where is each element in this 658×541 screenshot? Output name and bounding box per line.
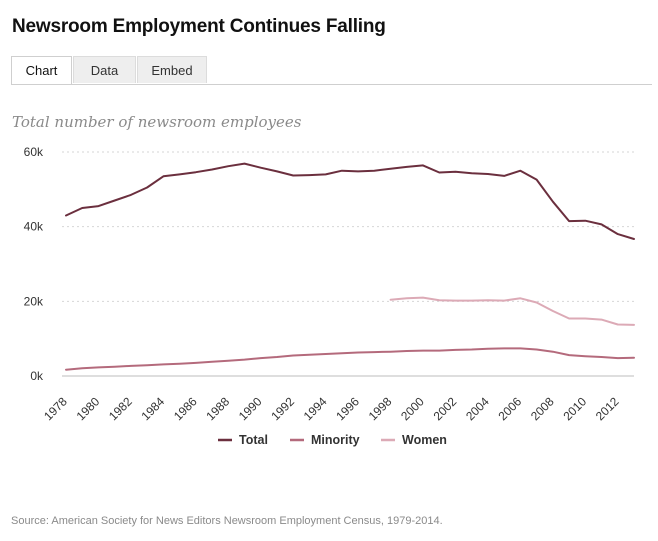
legend-label-women: Women [402, 433, 447, 447]
x-tick-label: 1978 [41, 394, 70, 423]
page-title: Newsroom Employment Continues Falling [12, 16, 386, 37]
x-tick-label: 1996 [333, 394, 362, 423]
x-tick-label: 1998 [366, 394, 395, 423]
y-tick-label: 20k [24, 294, 44, 308]
x-tick-label: 1990 [236, 394, 265, 423]
tab-bar: Chart Data Embed [11, 56, 652, 85]
x-tick-label: 1984 [138, 394, 167, 423]
series-line-minority [65, 347, 635, 371]
y-tick-label: 60k [24, 145, 44, 159]
x-tick-label: 1980 [74, 394, 103, 423]
legend-label-minority: Minority [311, 433, 360, 447]
x-tick-label: 1988 [203, 394, 232, 423]
chart-subtitle: Total number of newsroom employees [12, 113, 302, 131]
line-chart: Total number of newsroom employees 0k 20k 4… [12, 113, 635, 447]
x-tick-label: 2002 [431, 394, 460, 423]
x-tick-label: 1986 [171, 394, 200, 423]
x-tick-label: 1994 [301, 394, 330, 423]
x-tick-label: 2010 [560, 394, 589, 423]
y-tick-label: 40k [24, 220, 44, 234]
legend-label-total: Total [239, 433, 268, 447]
x-tick-label: 2008 [528, 394, 557, 423]
tab-chart[interactable]: Chart [11, 56, 72, 84]
x-tick-label: 2000 [398, 394, 427, 423]
source-note: Source: American Society for News Editor… [11, 515, 443, 527]
tab-data[interactable]: Data [73, 56, 136, 83]
series-line-women [389, 296, 635, 326]
series-line-total [65, 162, 635, 240]
tab-embed[interactable]: Embed [137, 56, 207, 83]
x-tick-label: 1982 [106, 394, 135, 423]
x-tick-label: 2006 [495, 394, 524, 423]
x-tick-label: 1992 [268, 394, 297, 423]
x-tick-label: 2004 [463, 394, 492, 423]
y-tick-label: 0k [30, 369, 44, 383]
x-tick-label: 2012 [593, 394, 622, 423]
